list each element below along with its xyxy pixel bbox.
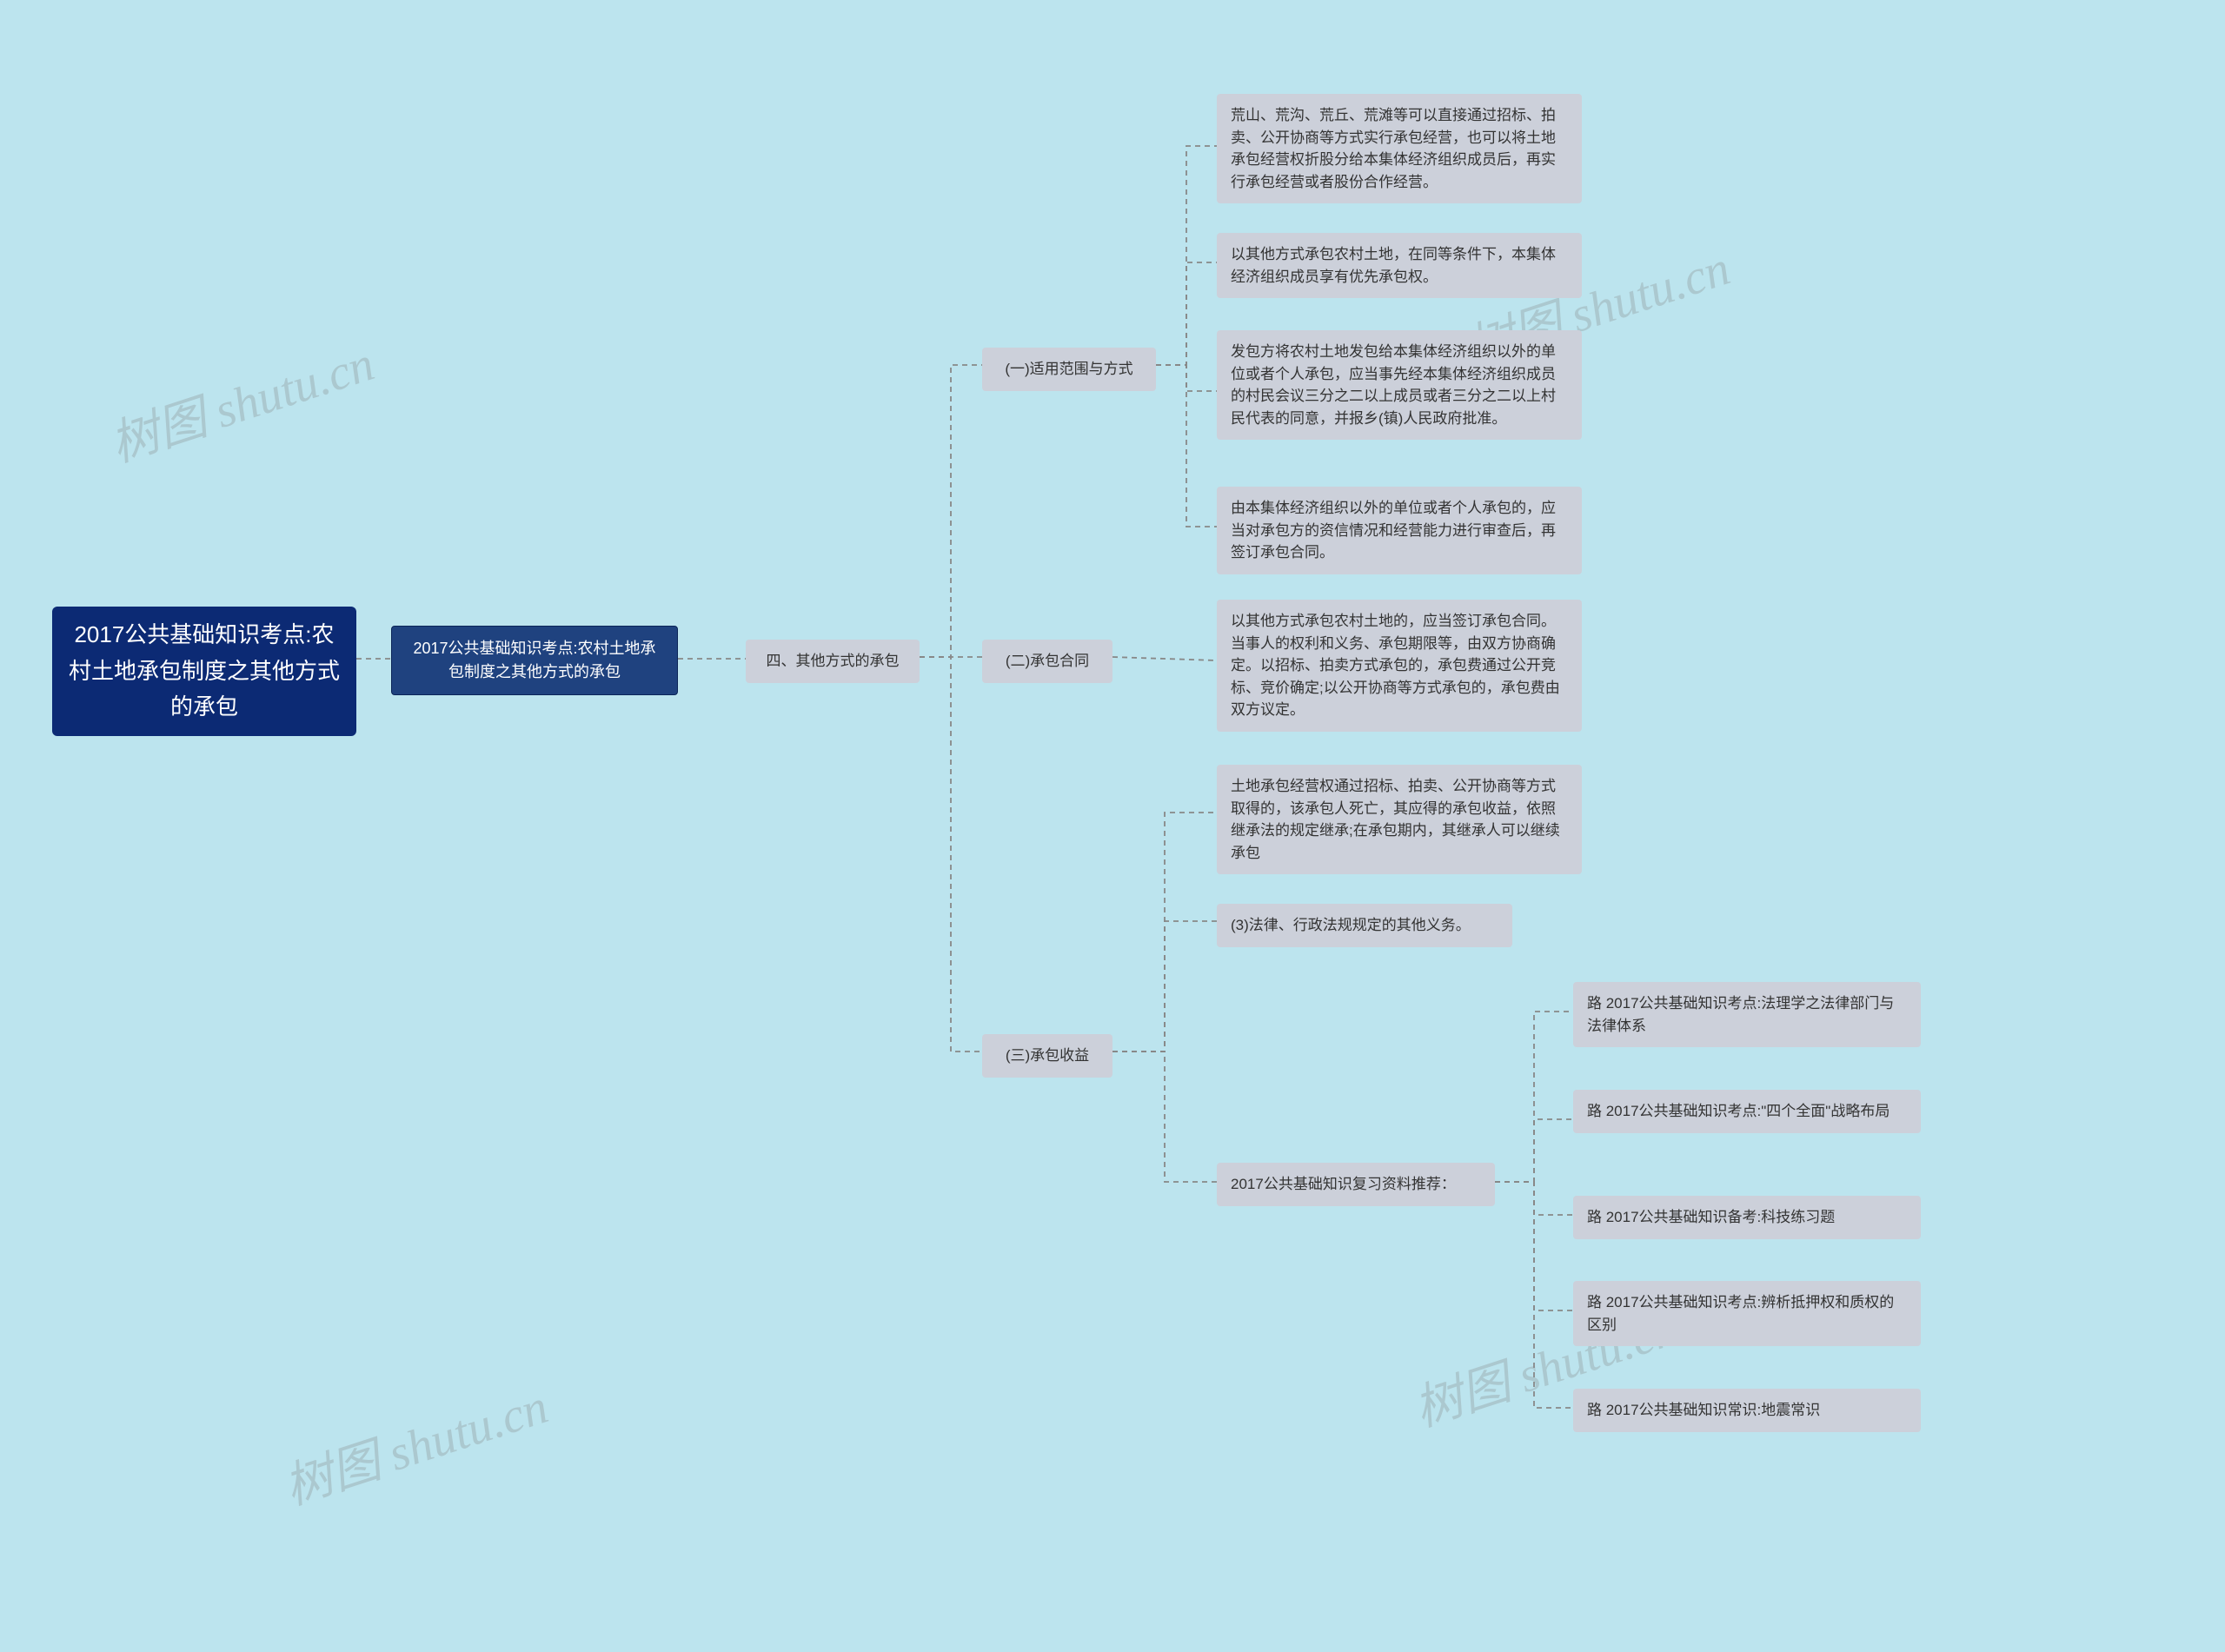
watermark: 树图 shutu.cn (100, 324, 382, 475)
node-income-leaf2: (3)法律、行政法规规定的其他义务。 (1217, 904, 1512, 947)
node-level1: 2017公共基础知识考点:农村土地承包制度之其他方式的承包 (391, 626, 678, 695)
node-income-leaf1: 土地承包经营权通过招标、拍卖、公开协商等方式取得的，该承包人死亡，其应得的承包收… (1217, 765, 1582, 874)
node-scope-leaf3: 发包方将农村土地发包给本集体经济组织以外的单位或者个人承包，应当事先经本集体经济… (1217, 330, 1582, 440)
node-scope-leaf1: 荒山、荒沟、荒丘、荒滩等可以直接通过招标、拍卖、公开协商等方式实行承包经营，也可… (1217, 94, 1582, 203)
node-recommend-title: 2017公共基础知识复习资料推荐： (1217, 1163, 1495, 1206)
node-scope-leaf4: 由本集体经济组织以外的单位或者个人承包的，应当对承包方的资信情况和经营能力进行审… (1217, 487, 1582, 574)
node-recommend-2: 路 2017公共基础知识考点:"四个全面"战略布局 (1573, 1090, 1921, 1133)
node-scope-methods: (一)适用范围与方式 (982, 348, 1156, 391)
node-level2: 四、其他方式的承包 (746, 640, 920, 683)
node-recommend-4: 路 2017公共基础知识考点:辨析抵押权和质权的区别 (1573, 1281, 1921, 1346)
node-income: (三)承包收益 (982, 1034, 1112, 1078)
node-recommend-3: 路 2017公共基础知识备考:科技练习题 (1573, 1196, 1921, 1239)
node-scope-leaf2: 以其他方式承包农村土地，在同等条件下，本集体经济组织成员享有优先承包权。 (1217, 233, 1582, 298)
node-contract: (二)承包合同 (982, 640, 1112, 683)
node-root: 2017公共基础知识考点:农村土地承包制度之其他方式的承包 (52, 607, 356, 736)
watermark: 树图 shutu.cn (274, 1367, 555, 1518)
node-recommend-1: 路 2017公共基础知识考点:法理学之法律部门与法律体系 (1573, 982, 1921, 1047)
node-contract-leaf1: 以其他方式承包农村土地的，应当签订承包合同。当事人的权利和义务、承包期限等，由双… (1217, 600, 1582, 732)
node-recommend-5: 路 2017公共基础知识常识:地震常识 (1573, 1389, 1921, 1432)
